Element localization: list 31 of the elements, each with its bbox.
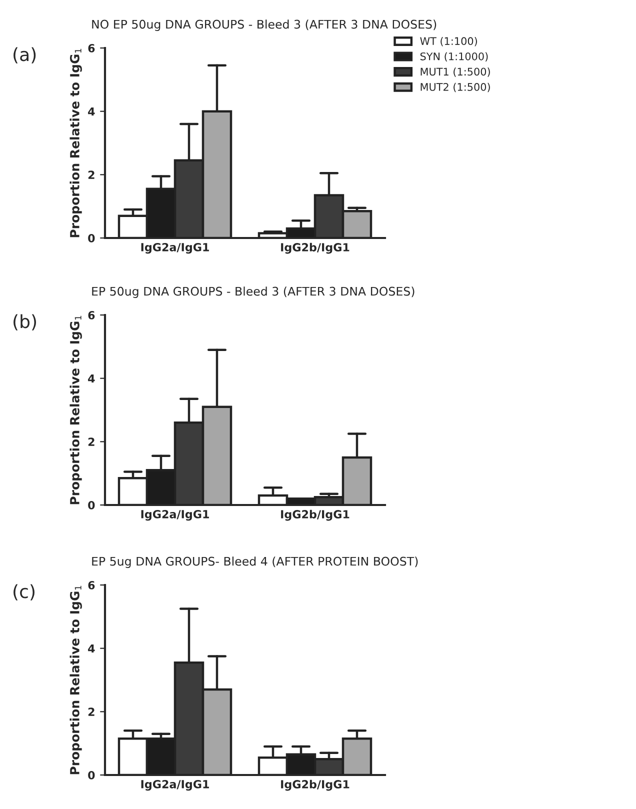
text: (b) — [14, 314, 36, 330]
y-tick-label: 2 — [88, 170, 94, 179]
y-tick-label: 0 — [88, 770, 95, 780]
y-tick-label: 6 — [88, 310, 95, 320]
x-tick-label: IgG2b/IgG1 — [281, 780, 350, 791]
chart-title: EP 50ug DNA GROUPS - Bleed 3 (AFTER 3 DNA DOSES) — [92, 286, 414, 298]
y-axis-title: Proportion Relative to IgG$_{1}$ — [70, 586, 82, 774]
y-tick-label: 2 — [88, 438, 94, 446]
chart-title: EP 5ug DNA GROUPS- Bleed 4 (AFTER PROTEIN BOOST) — [92, 556, 418, 568]
x-tick-label: IgG2a/IgG1 — [141, 780, 209, 791]
y-tick-label: 2 — [88, 708, 94, 716]
y-tick-label: 6 — [88, 580, 95, 590]
x-tick-label: IgG2a/IgG1 — [141, 242, 209, 254]
legend-label: MUT1 (1:500) — [420, 68, 490, 77]
y-axis-title: Proportion Relative to IgG$_{1}$ — [70, 48, 82, 238]
x-tick-label: IgG2b/IgG1 — [281, 510, 350, 521]
legend-label: SYN (1:1000) — [420, 52, 488, 62]
x-tick-label: IgG2b/IgG1 — [281, 242, 350, 254]
legend-label: MUT2 (1:500) — [420, 82, 490, 92]
legend-label: WT (1:100) — [420, 36, 477, 46]
y-axis-title: Proportion Relative to IgG$_{1}$ — [70, 316, 82, 504]
chart-title: NO EP 50ug DNA GROUPS - Bleed 3 (AFTER 3 DNA DOSES) — [92, 20, 436, 32]
y-tick-label: 4 — [88, 644, 95, 653]
x-tick-label: IgG2a/IgG1 — [141, 510, 209, 521]
y-tick-label: 6 — [88, 44, 95, 52]
y-tick-label: 0 — [88, 234, 95, 242]
y-tick-label: 0 — [88, 500, 95, 510]
y-tick-label: 4 — [88, 107, 95, 116]
text: (c) — [14, 584, 34, 600]
text: (a) — [14, 47, 36, 64]
y-tick-label: 4 — [88, 374, 95, 383]
